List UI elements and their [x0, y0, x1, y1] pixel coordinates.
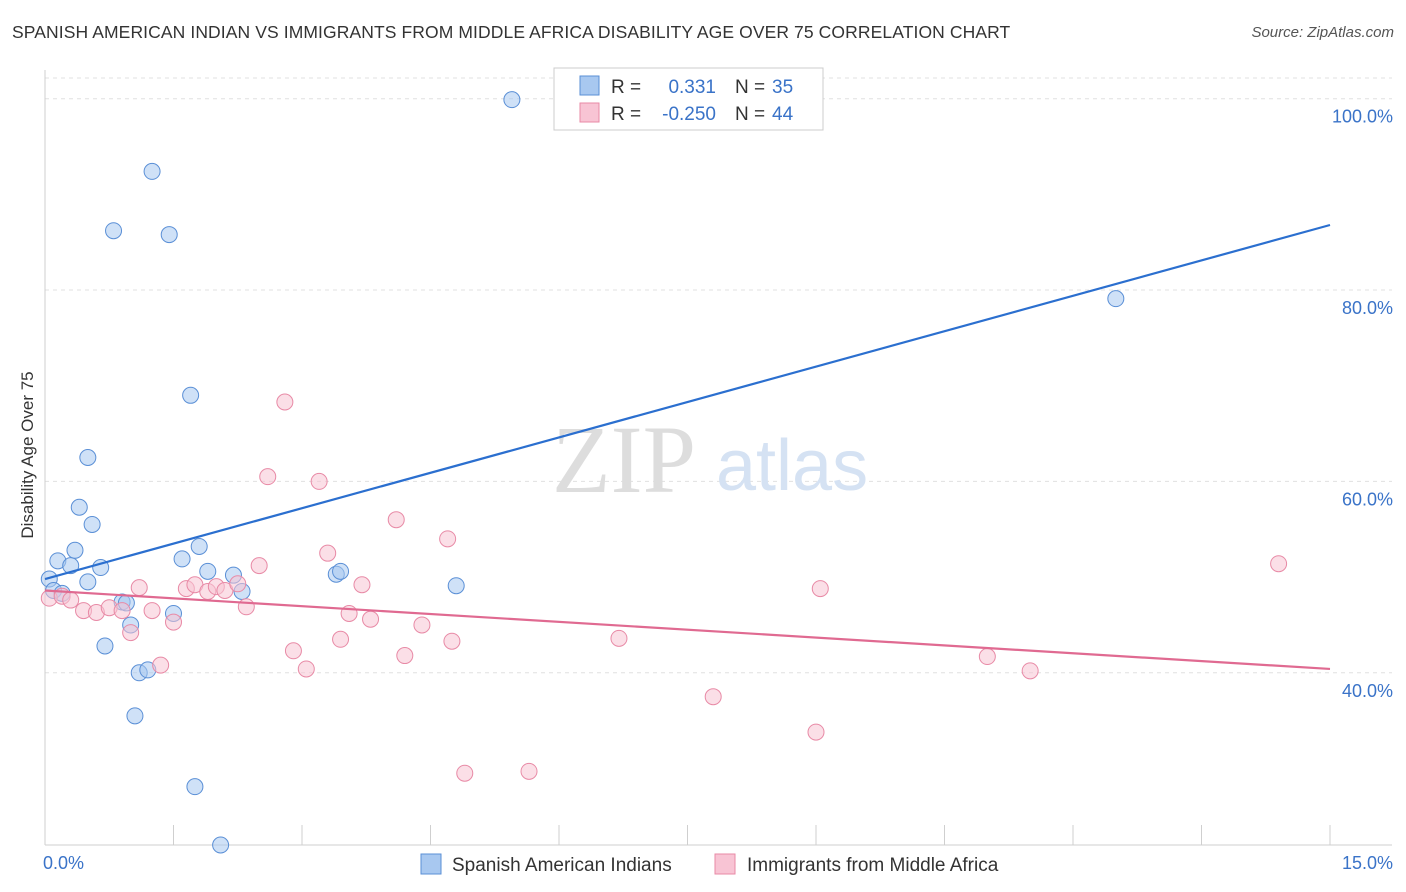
data-point — [284, 642, 302, 660]
data-point — [332, 630, 350, 648]
data-point — [319, 544, 337, 562]
bottom-legend-swatch-blue — [420, 853, 442, 875]
data-point — [105, 222, 123, 240]
data-point — [387, 511, 405, 529]
legend-r-label-0: R = — [611, 77, 641, 98]
data-point — [362, 610, 380, 628]
data-point — [610, 629, 628, 647]
data-point — [503, 91, 521, 109]
data-point — [443, 632, 461, 650]
y-tick-label: 100.0% — [1332, 107, 1393, 127]
bottom-legend-label-1: Immigrants from Middle Africa — [747, 855, 999, 876]
data-point — [332, 562, 350, 580]
legend-n-label-0: N = — [735, 77, 765, 98]
data-point — [807, 723, 825, 741]
data-point — [520, 762, 538, 780]
data-point — [297, 660, 315, 678]
legend-r-value-0: 0.331 — [668, 77, 716, 98]
legend-swatch-blue — [579, 75, 600, 96]
data-point — [353, 576, 371, 594]
data-point — [978, 648, 996, 666]
data-point — [173, 550, 191, 568]
axes — [44, 70, 1392, 846]
data-point — [152, 656, 170, 674]
trend-line-0 — [44, 223, 1331, 581]
x-tick-label-max: 15.0% — [1342, 853, 1393, 873]
legend-n-value-1: 44 — [772, 104, 794, 125]
bottom-legend-label-0: Spanish American Indians — [452, 855, 672, 876]
data-point — [160, 226, 178, 244]
data-point — [143, 162, 161, 180]
data-point — [199, 562, 217, 580]
data-point — [1270, 555, 1288, 573]
chart-title: SPANISH AMERICAN INDIAN VS IMMIGRANTS FR… — [12, 22, 1011, 42]
legend-r-label-1: R = — [611, 104, 641, 125]
watermark: ZIP atlas — [552, 406, 868, 513]
data-point — [190, 537, 208, 555]
y-axis-label: Disability Age Over 75 — [18, 371, 37, 538]
data-point — [79, 449, 97, 466]
data-point — [113, 602, 131, 620]
data-point — [456, 764, 474, 782]
data-point — [1021, 662, 1039, 680]
data-point — [66, 541, 84, 559]
trend-line-1 — [44, 589, 1331, 671]
data-point — [122, 624, 140, 642]
data-point — [130, 579, 148, 597]
data-point — [439, 530, 457, 548]
data-point — [310, 472, 328, 490]
trend-lines — [44, 223, 1331, 671]
data-point — [259, 468, 277, 486]
y-tick-label: 80.0% — [1342, 298, 1393, 318]
chart-source: Source: ZipAtlas.com — [1251, 24, 1394, 41]
bottom-legend-swatch-pink — [714, 853, 736, 875]
y-tick-label: 40.0% — [1342, 681, 1393, 701]
data-point — [62, 591, 80, 609]
data-point — [165, 613, 182, 631]
bottom-legend: Spanish American Indians Immigrants from… — [420, 853, 999, 876]
data-point — [212, 836, 230, 854]
data-point — [396, 647, 414, 665]
legend-swatch-pink — [579, 102, 600, 123]
data-point — [1107, 290, 1125, 308]
data-point — [250, 557, 268, 575]
legend-n-value-0: 35 — [772, 77, 793, 98]
data-point — [237, 598, 255, 616]
legend: R = 0.331 N = 35 R = -0.250 N = 44 — [553, 67, 824, 131]
data-point — [70, 498, 88, 516]
grid — [45, 77, 1392, 674]
data-point — [811, 580, 829, 598]
data-point — [182, 386, 200, 404]
data-point — [229, 575, 247, 593]
data-point — [413, 616, 431, 634]
data-point — [447, 577, 465, 595]
watermark-atlas: atlas — [716, 426, 868, 506]
data-point — [143, 602, 161, 620]
data-point — [96, 637, 114, 655]
tick-labels: 40.0% 60.0% 80.0% 100.0% 0.0% 15.0% — [43, 107, 1393, 873]
legend-r-value-1: -0.250 — [662, 104, 716, 125]
data-point — [186, 778, 204, 796]
data-point — [704, 688, 722, 706]
x-tick-label-min: 0.0% — [43, 853, 84, 873]
data-point — [126, 707, 144, 725]
series-immigrants-middle-africa — [40, 393, 1288, 782]
legend-n-label-1: N = — [735, 104, 765, 125]
data-point — [276, 393, 294, 411]
y-tick-label: 60.0% — [1342, 489, 1393, 509]
watermark-zip: ZIP — [552, 406, 696, 513]
data-point — [79, 573, 97, 591]
data-point — [83, 515, 101, 533]
